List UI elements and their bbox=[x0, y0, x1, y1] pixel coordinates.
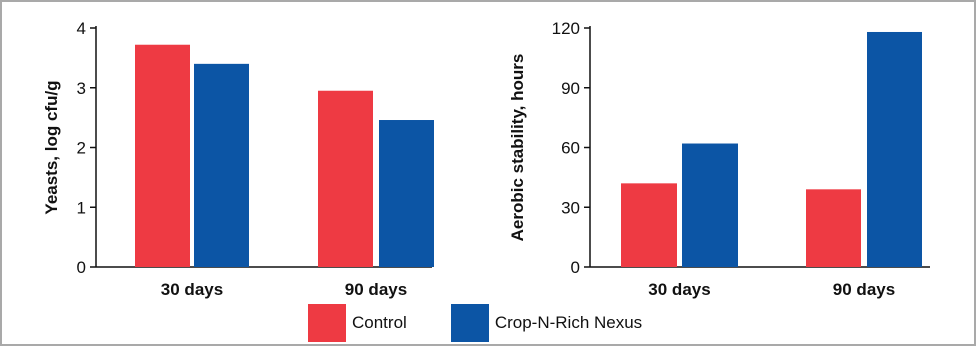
category-label: 90 days bbox=[833, 280, 895, 299]
legend-label-crop-n-rich-nexus: Crop-N-Rich Nexus bbox=[494, 313, 643, 332]
y-axis-label: Yeasts, log cfu/g bbox=[42, 80, 61, 214]
y-axis-label: Aerobic stability, hours bbox=[508, 54, 527, 242]
category-label: 30 days bbox=[648, 280, 710, 299]
category-label: 30 days bbox=[161, 280, 223, 299]
y-tick-label: 0 bbox=[77, 258, 86, 277]
y-tick-label: 3 bbox=[77, 79, 86, 98]
bar-crop-n-rich-nexus-90-days bbox=[379, 120, 434, 267]
y-tick-label: 30 bbox=[561, 198, 580, 217]
bar-control-90-days bbox=[318, 90, 373, 267]
bar-control-30-days bbox=[135, 44, 190, 268]
frame-top-border bbox=[0, 0, 976, 2]
bar-control-90-days bbox=[806, 189, 861, 267]
y-tick-label: 2 bbox=[77, 139, 86, 158]
bar-crop-n-rich-nexus-30-days bbox=[682, 143, 738, 267]
bar-crop-n-rich-nexus-90-days bbox=[867, 31, 922, 267]
bar-control-30-days bbox=[621, 183, 677, 267]
category-label: 90 days bbox=[345, 280, 407, 299]
y-tick-label: 1 bbox=[77, 198, 86, 217]
y-tick-label: 120 bbox=[552, 19, 580, 38]
legend-swatch-crop-n-rich-nexus bbox=[450, 304, 489, 342]
y-tick-label: 0 bbox=[571, 258, 580, 277]
legend: Control Crop-N-Rich Nexus bbox=[308, 304, 686, 342]
y-tick-label: 4 bbox=[77, 19, 86, 38]
legend-label-control: Control bbox=[352, 313, 407, 332]
y-tick-label: 60 bbox=[561, 139, 580, 158]
bar-crop-n-rich-nexus-30-days bbox=[194, 63, 249, 267]
legend-swatch-control bbox=[308, 304, 346, 342]
y-tick-label: 90 bbox=[561, 79, 580, 98]
